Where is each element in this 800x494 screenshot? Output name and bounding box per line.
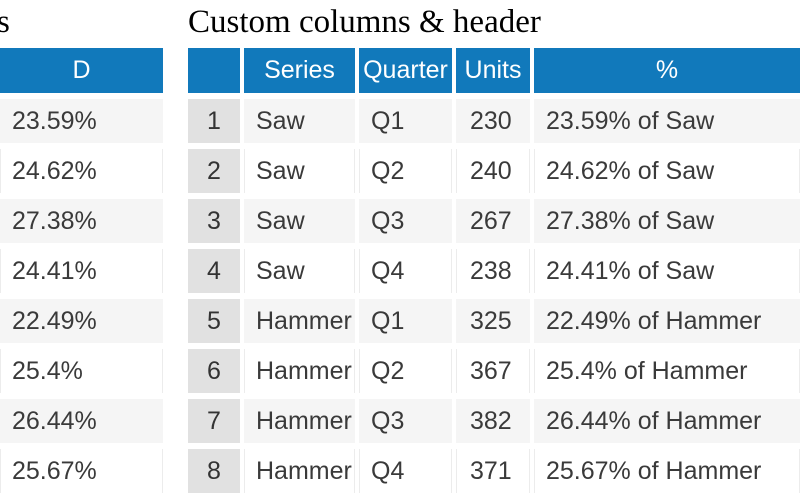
row-number-cell[interactable]: 4 xyxy=(188,249,240,293)
quarter-cell[interactable]: Q1 xyxy=(359,99,452,143)
left-table-header-d[interactable]: D xyxy=(0,48,163,93)
column-header-pct[interactable]: % xyxy=(534,48,800,93)
series-cell[interactable]: Hammer xyxy=(244,349,355,393)
quarter-cell[interactable]: Q4 xyxy=(359,449,452,493)
left-table-cell[interactable]: 25.4% xyxy=(0,349,163,393)
row-number-cell[interactable]: 2 xyxy=(188,149,240,193)
right-table: Series Quarter Units % 1 Saw Q1 230 23.5… xyxy=(188,48,800,494)
pct-cell[interactable]: 25.4% of Hammer xyxy=(534,349,800,393)
series-cell[interactable]: Saw xyxy=(244,99,355,143)
row-number-cell[interactable]: 6 xyxy=(188,349,240,393)
left-table-cell[interactable]: 23.59% xyxy=(0,99,163,143)
quarter-cell[interactable]: Q3 xyxy=(359,199,452,243)
row-number-cell[interactable]: 3 xyxy=(188,199,240,243)
quarter-cell[interactable]: Q3 xyxy=(359,399,452,443)
column-header-units[interactable]: Units xyxy=(456,48,530,93)
quarter-cell[interactable]: Q2 xyxy=(359,349,452,393)
pct-cell[interactable]: 26.44% of Hammer xyxy=(534,399,800,443)
pct-cell[interactable]: 27.38% of Saw xyxy=(534,199,800,243)
page-title: Custom columns & header xyxy=(188,4,541,40)
pct-cell[interactable]: 23.59% of Saw xyxy=(534,99,800,143)
series-cell[interactable]: Saw xyxy=(244,199,355,243)
series-cell[interactable]: Hammer xyxy=(244,299,355,343)
series-cell[interactable]: Hammer xyxy=(244,399,355,443)
left-table-cell[interactable]: 22.49% xyxy=(0,299,163,343)
quarter-cell[interactable]: Q2 xyxy=(359,149,452,193)
units-cell[interactable]: 240 xyxy=(456,149,530,193)
left-table-cell[interactable]: 26.44% xyxy=(0,399,163,443)
left-table-cell[interactable]: 27.38% xyxy=(0,199,163,243)
series-cell[interactable]: Hammer xyxy=(244,449,355,493)
pct-cell[interactable]: 25.67% of Hammer xyxy=(534,449,800,493)
units-cell[interactable]: 371 xyxy=(456,449,530,493)
column-header-series[interactable]: Series xyxy=(244,48,355,93)
series-cell[interactable]: Saw xyxy=(244,149,355,193)
pct-cell[interactable]: 24.41% of Saw xyxy=(534,249,800,293)
units-cell[interactable]: 238 xyxy=(456,249,530,293)
left-table-cell[interactable]: 25.67% xyxy=(0,449,163,493)
units-cell[interactable]: 367 xyxy=(456,349,530,393)
units-cell[interactable]: 267 xyxy=(456,199,530,243)
left-table-cell[interactable]: 24.62% xyxy=(0,149,163,193)
row-number-cell[interactable]: 8 xyxy=(188,449,240,493)
units-cell[interactable]: 230 xyxy=(456,99,530,143)
pct-cell[interactable]: 22.49% of Hammer xyxy=(534,299,800,343)
left-table: D 23.59% 24.62% 27.38% 24.41% 22.49% 25.… xyxy=(0,48,163,494)
column-header-rownum[interactable] xyxy=(188,48,240,93)
left-table-title-fragment: s xyxy=(0,4,10,40)
row-number-cell[interactable]: 5 xyxy=(188,299,240,343)
units-cell[interactable]: 382 xyxy=(456,399,530,443)
row-number-cell[interactable]: 1 xyxy=(188,99,240,143)
quarter-cell[interactable]: Q4 xyxy=(359,249,452,293)
units-cell[interactable]: 325 xyxy=(456,299,530,343)
quarter-cell[interactable]: Q1 xyxy=(359,299,452,343)
row-number-cell[interactable]: 7 xyxy=(188,399,240,443)
series-cell[interactable]: Saw xyxy=(244,249,355,293)
column-header-quarter[interactable]: Quarter xyxy=(359,48,452,93)
left-table-cell[interactable]: 24.41% xyxy=(0,249,163,293)
pct-cell[interactable]: 24.62% of Saw xyxy=(534,149,800,193)
